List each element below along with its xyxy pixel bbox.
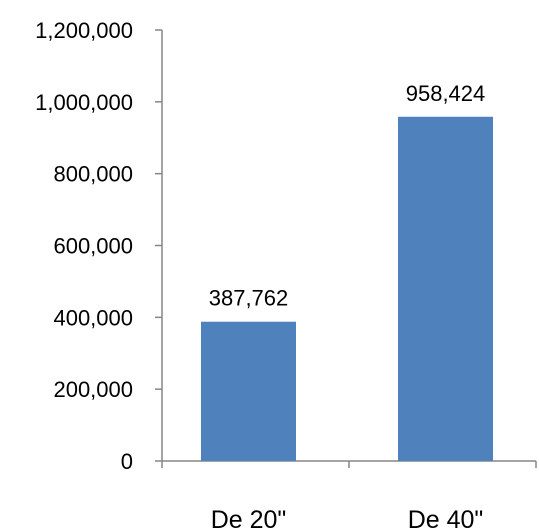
y-tick-label: 0 [121, 449, 133, 474]
y-tick-label: 400,000 [53, 305, 133, 330]
x-axis: De 20" De 40" [161, 460, 537, 532]
y-axis: 0 200,000 400,000 600,000 800,000 1,000,000 1,… [35, 18, 163, 474]
y-tick-label: 800,000 [53, 162, 133, 187]
bars [201, 116, 493, 461]
data-label-1: 387,762 [209, 286, 289, 311]
y-tick-label: 1,200,000 [35, 18, 133, 43]
y-tick-label: 600,000 [53, 234, 133, 259]
x-category-label-2: De 40" [408, 506, 484, 532]
bar-2 [398, 116, 493, 461]
y-tick-label: 200,000 [53, 377, 133, 402]
data-labels: 387,762 958,424 [209, 81, 486, 311]
x-category-label-1: De 20" [211, 506, 287, 532]
y-tick-label: 1,000,000 [35, 90, 133, 115]
bar-1 [201, 321, 296, 461]
data-label-2: 958,424 [406, 81, 486, 106]
